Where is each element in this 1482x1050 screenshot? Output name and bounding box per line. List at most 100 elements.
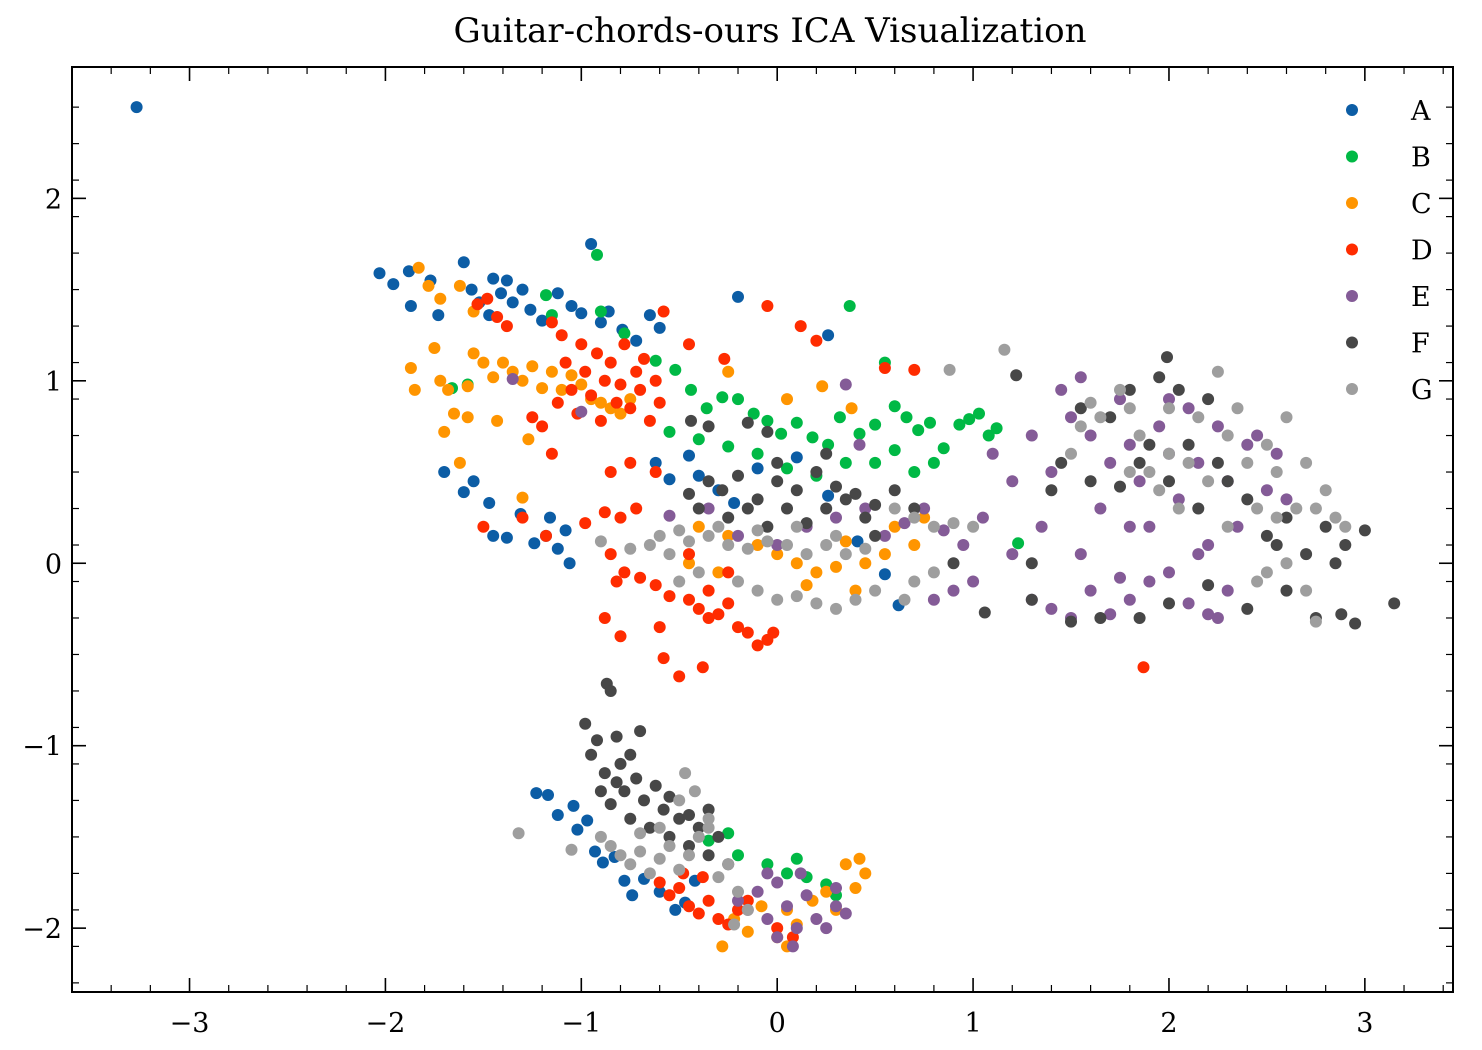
point-f-82: [618, 785, 631, 798]
point-d-68: [657, 652, 670, 665]
point-d-84: [696, 871, 709, 884]
point-a-14: [506, 296, 519, 309]
point-f-46: [1202, 393, 1215, 406]
point-f-13: [869, 498, 882, 511]
point-e-82: [794, 867, 807, 880]
point-c-11: [461, 380, 474, 393]
point-e-23: [1065, 411, 1077, 424]
point-f-14: [722, 511, 735, 524]
point-g-92: [722, 858, 735, 871]
point-f-53: [1319, 520, 1332, 533]
point-e-29: [1123, 438, 1136, 451]
point-b-12: [747, 407, 760, 420]
point-e-26: [1094, 502, 1107, 515]
point-c-48: [878, 548, 891, 561]
point-g-67: [1339, 520, 1352, 533]
point-e-76: [830, 900, 842, 913]
point-g-9: [741, 542, 754, 555]
point-g-15: [859, 542, 872, 555]
point-c-56: [716, 940, 729, 953]
point-f-59: [1133, 612, 1146, 624]
series-e: [506, 371, 1293, 953]
point-f-10: [810, 466, 823, 478]
point-a-35: [500, 531, 513, 544]
point-a-33: [483, 497, 496, 509]
point-g-62: [1290, 502, 1303, 515]
point-a-57: [551, 809, 564, 821]
point-e-21: [1045, 466, 1058, 478]
point-e-4: [663, 509, 676, 522]
point-g-91: [712, 871, 725, 884]
point-f-76: [610, 730, 623, 743]
legend-marker-d: [1346, 243, 1358, 256]
point-b-43: [781, 462, 793, 475]
x-tick-label: −1: [561, 1008, 601, 1039]
point-b-9: [700, 402, 713, 415]
point-a-49: [751, 462, 764, 475]
point-f-101: [614, 757, 627, 770]
point-c-46: [839, 535, 852, 548]
point-g-97: [653, 821, 666, 834]
point-f-85: [649, 779, 662, 792]
point-c-21: [555, 383, 568, 396]
point-b-6: [649, 354, 662, 367]
point-d-32: [630, 365, 643, 378]
point-e-72: [790, 922, 803, 935]
point-e-17: [986, 447, 999, 460]
point-d-31: [624, 402, 637, 415]
point-c-39: [692, 520, 705, 533]
point-e-68: [751, 885, 764, 898]
point-g-12: [800, 548, 813, 561]
point-e-70: [771, 876, 784, 889]
point-c-17: [516, 374, 529, 387]
point-e-44: [1270, 447, 1283, 460]
point-f-89: [683, 809, 695, 821]
point-g-51: [1182, 456, 1195, 469]
point-d-44: [579, 517, 592, 530]
point-g-55: [1221, 429, 1234, 442]
point-g-53: [1202, 475, 1215, 488]
point-g-44: [1114, 383, 1126, 396]
legend-label-f: F: [1411, 329, 1430, 360]
point-f-16: [761, 520, 774, 533]
point-f-92: [712, 830, 725, 843]
point-d-41: [477, 520, 490, 533]
point-d-8: [810, 334, 823, 347]
point-d-64: [722, 566, 735, 579]
point-b-32: [869, 456, 882, 469]
point-f-74: [579, 717, 592, 730]
point-c-45: [830, 560, 842, 573]
legend-marker-a: [1346, 104, 1358, 116]
point-f-37: [1114, 480, 1126, 493]
point-g-85: [653, 852, 666, 865]
point-b-10: [716, 391, 729, 404]
point-d-48: [604, 548, 617, 561]
point-e-45: [1280, 493, 1293, 506]
point-e-40: [1231, 520, 1244, 533]
point-f-55: [1358, 524, 1371, 537]
point-c-9: [442, 383, 455, 396]
point-d-18: [559, 356, 572, 369]
point-g-25: [790, 590, 803, 603]
point-c-50: [908, 539, 921, 551]
point-g-101: [728, 918, 741, 931]
point-b-30: [982, 429, 995, 442]
point-g-93: [679, 767, 692, 780]
point-e-0: [506, 373, 519, 385]
point-a-41: [563, 557, 576, 570]
point-e-56: [1163, 566, 1175, 579]
point-g-76: [1270, 511, 1283, 524]
point-f-77: [624, 748, 637, 761]
point-a-6: [432, 309, 445, 322]
point-g-47: [1143, 466, 1156, 478]
legend-marker-g: [1346, 383, 1358, 395]
point-e-14: [937, 524, 950, 537]
point-f-33: [1045, 484, 1058, 497]
point-b-46: [702, 834, 715, 847]
point-c-8: [434, 374, 447, 387]
point-c-6: [408, 383, 421, 396]
point-g-6: [683, 535, 695, 548]
point-e-34: [1172, 493, 1185, 506]
point-e-66: [1114, 571, 1126, 584]
